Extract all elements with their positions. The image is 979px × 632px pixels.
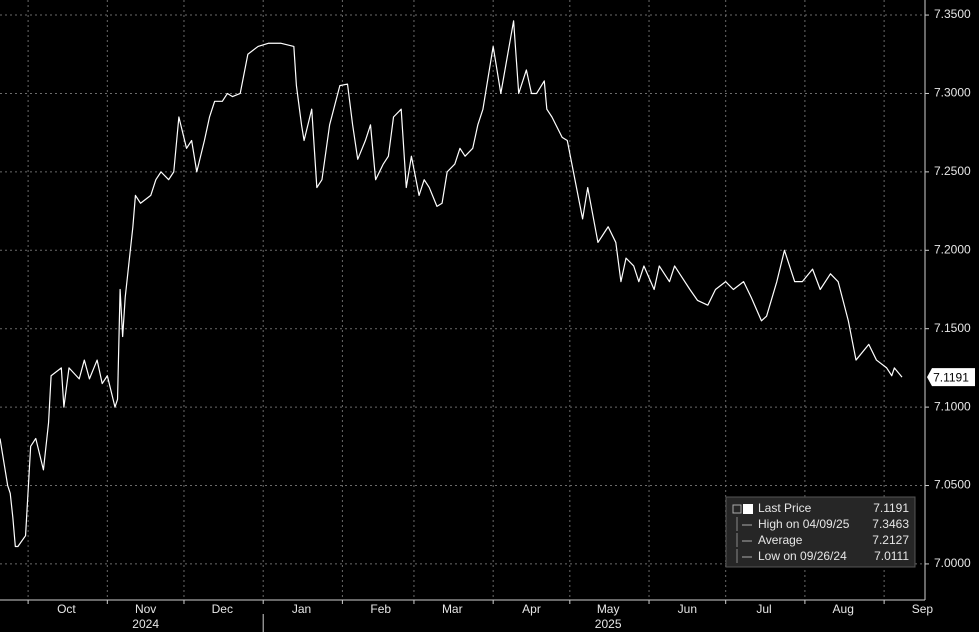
x-tick-label: May [597, 602, 620, 616]
price-line [0, 20, 903, 548]
legend-value: 7.1191 [873, 501, 909, 515]
y-tick-label: 7.3000 [934, 86, 971, 100]
legend-box [725, 496, 916, 568]
legend-label: High on 04/09/25 [758, 517, 850, 531]
x-tick-label: Jan [292, 602, 311, 616]
x-tick-label: Nov [135, 602, 156, 616]
legend-label: Low on 09/26/24 [758, 549, 847, 563]
x-tick-label: Aug [833, 602, 854, 616]
legend-label: Last Price [758, 501, 812, 515]
x-tick-label: Oct [57, 602, 76, 616]
legend-value: 7.0111 [874, 549, 909, 563]
x-tick-label: Jun [678, 602, 697, 616]
year-label: 2025 [595, 617, 622, 631]
y-tick-label: 7.3500 [934, 7, 971, 21]
y-tick-label: 7.0500 [934, 478, 971, 492]
legend-value: 7.2127 [872, 533, 909, 547]
year-label: 2024 [132, 617, 159, 631]
x-tick-label: Mar [442, 602, 463, 616]
y-tick-label: 7.1500 [934, 321, 971, 335]
legend-value: 7.3463 [872, 517, 909, 531]
x-tick-label: Sep [912, 602, 934, 616]
last-price-label: 7.1191 [933, 370, 969, 384]
x-tick-label: Dec [212, 602, 233, 616]
y-tick-label: 7.0000 [934, 556, 971, 570]
last-price-tag [927, 368, 975, 387]
x-tick-label: Jul [756, 602, 771, 616]
x-tick-label: Feb [370, 602, 391, 616]
legend-label: Average [758, 533, 803, 547]
x-tick-label: Apr [522, 602, 541, 616]
y-tick-label: 7.2500 [934, 164, 971, 178]
legend-swatch [743, 504, 753, 514]
y-tick-label: 7.2000 [934, 242, 971, 256]
legend-icon [732, 504, 742, 514]
y-tick-label: 7.1000 [934, 399, 971, 413]
